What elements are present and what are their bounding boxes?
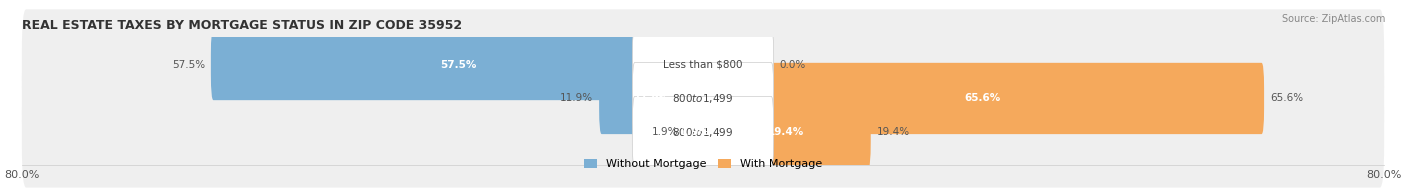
Text: 19.4%: 19.4% <box>768 127 804 137</box>
Text: 19.4%: 19.4% <box>877 127 910 137</box>
Text: Less than $800: Less than $800 <box>664 60 742 70</box>
FancyBboxPatch shape <box>211 29 706 100</box>
Text: 65.6%: 65.6% <box>1270 93 1303 103</box>
FancyBboxPatch shape <box>22 43 1384 154</box>
Text: Source: ZipAtlas.com: Source: ZipAtlas.com <box>1281 14 1385 24</box>
Text: 11.9%: 11.9% <box>634 93 671 103</box>
FancyBboxPatch shape <box>685 97 706 168</box>
FancyBboxPatch shape <box>633 96 773 169</box>
FancyBboxPatch shape <box>22 9 1384 120</box>
Text: 57.5%: 57.5% <box>440 60 477 70</box>
Text: 57.5%: 57.5% <box>172 60 205 70</box>
Text: 11.9%: 11.9% <box>560 93 593 103</box>
Text: $800 to $1,499: $800 to $1,499 <box>672 92 734 105</box>
Text: REAL ESTATE TAXES BY MORTGAGE STATUS IN ZIP CODE 35952: REAL ESTATE TAXES BY MORTGAGE STATUS IN … <box>22 19 463 32</box>
Text: $800 to $1,499: $800 to $1,499 <box>672 126 734 139</box>
FancyBboxPatch shape <box>700 97 870 168</box>
FancyBboxPatch shape <box>700 63 1264 134</box>
Legend: Without Mortgage, With Mortgage: Without Mortgage, With Mortgage <box>583 159 823 169</box>
Text: 1.9%: 1.9% <box>681 127 710 137</box>
Text: 65.6%: 65.6% <box>965 93 1001 103</box>
FancyBboxPatch shape <box>633 28 773 101</box>
Text: 0.0%: 0.0% <box>780 60 806 70</box>
FancyBboxPatch shape <box>599 63 706 134</box>
FancyBboxPatch shape <box>633 62 773 134</box>
Text: 1.9%: 1.9% <box>652 127 678 137</box>
FancyBboxPatch shape <box>22 77 1384 188</box>
